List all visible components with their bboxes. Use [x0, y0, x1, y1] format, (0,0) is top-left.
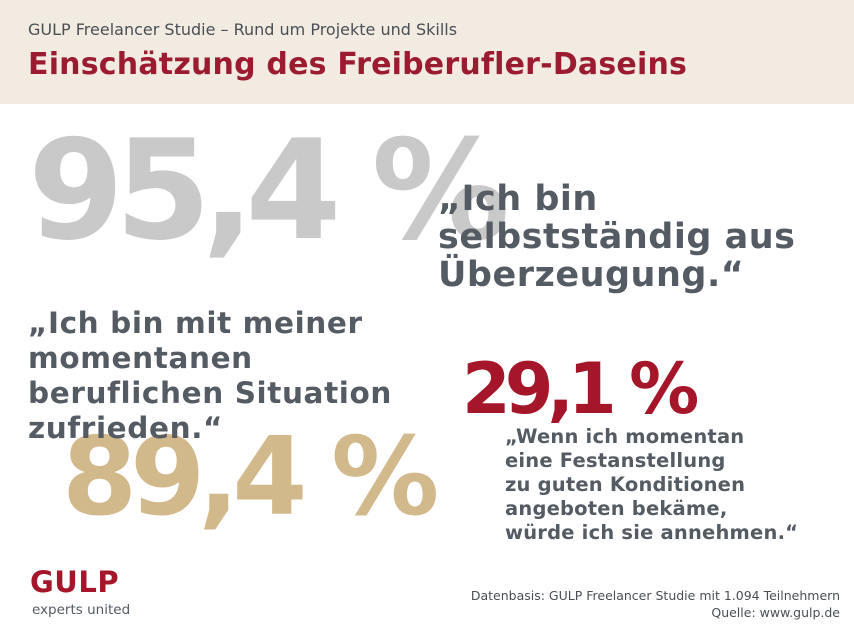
quote-line: momentanen [28, 341, 253, 375]
quote-line: angeboten bekäme, [505, 497, 728, 520]
quote-line: „Wenn ich momentan [505, 425, 745, 448]
quote-line: „Ich bin [438, 179, 598, 219]
quote-line: „Ich bin mit meiner [28, 306, 363, 340]
source-note: Datenbasis: GULP Freelancer Studie mit 1… [471, 587, 840, 621]
quote-line: zufrieden.“ [28, 411, 223, 445]
page-title: Einschätzung des Freiberufler-Daseins [28, 47, 688, 82]
header-kicker: GULP Freelancer Studie – Rund um Projekt… [28, 20, 458, 39]
gulp-logo: GULP [30, 565, 120, 599]
quote-line: würde ich sie annehmen.“ [505, 521, 799, 544]
quote-line: selbstständig aus [438, 217, 796, 257]
quote-line: eine Festanstellung [505, 449, 726, 472]
stat-value-zufrieden: 89,4 % [62, 415, 439, 540]
quote-festanstellung: „Wenn ich momentan eine Festanstellung z… [505, 425, 798, 545]
quote-line: beruflichen Situation [28, 376, 392, 410]
source-line-quelle: Quelle: www.gulp.de [711, 605, 840, 620]
source-line-datenbasis: Datenbasis: GULP Freelancer Studie mit 1… [470, 588, 840, 603]
logo-tagline: experts united [32, 602, 131, 618]
quote-line: zu guten Konditionen [505, 473, 746, 496]
quote-line: Überzeugung.“ [438, 255, 745, 295]
stat-value-festanstellung: 29,1 % [462, 348, 699, 430]
quote-selbststaendig: „Ich bin selbstständig aus Überzeugung.“ [438, 180, 795, 294]
header-band: GULP Freelancer Studie – Rund um Projekt… [0, 0, 854, 104]
stat-value-selbststaendig: 95,4 % [28, 110, 510, 271]
quote-zufrieden: „Ich bin mit meiner momentanen beruflich… [28, 306, 392, 446]
